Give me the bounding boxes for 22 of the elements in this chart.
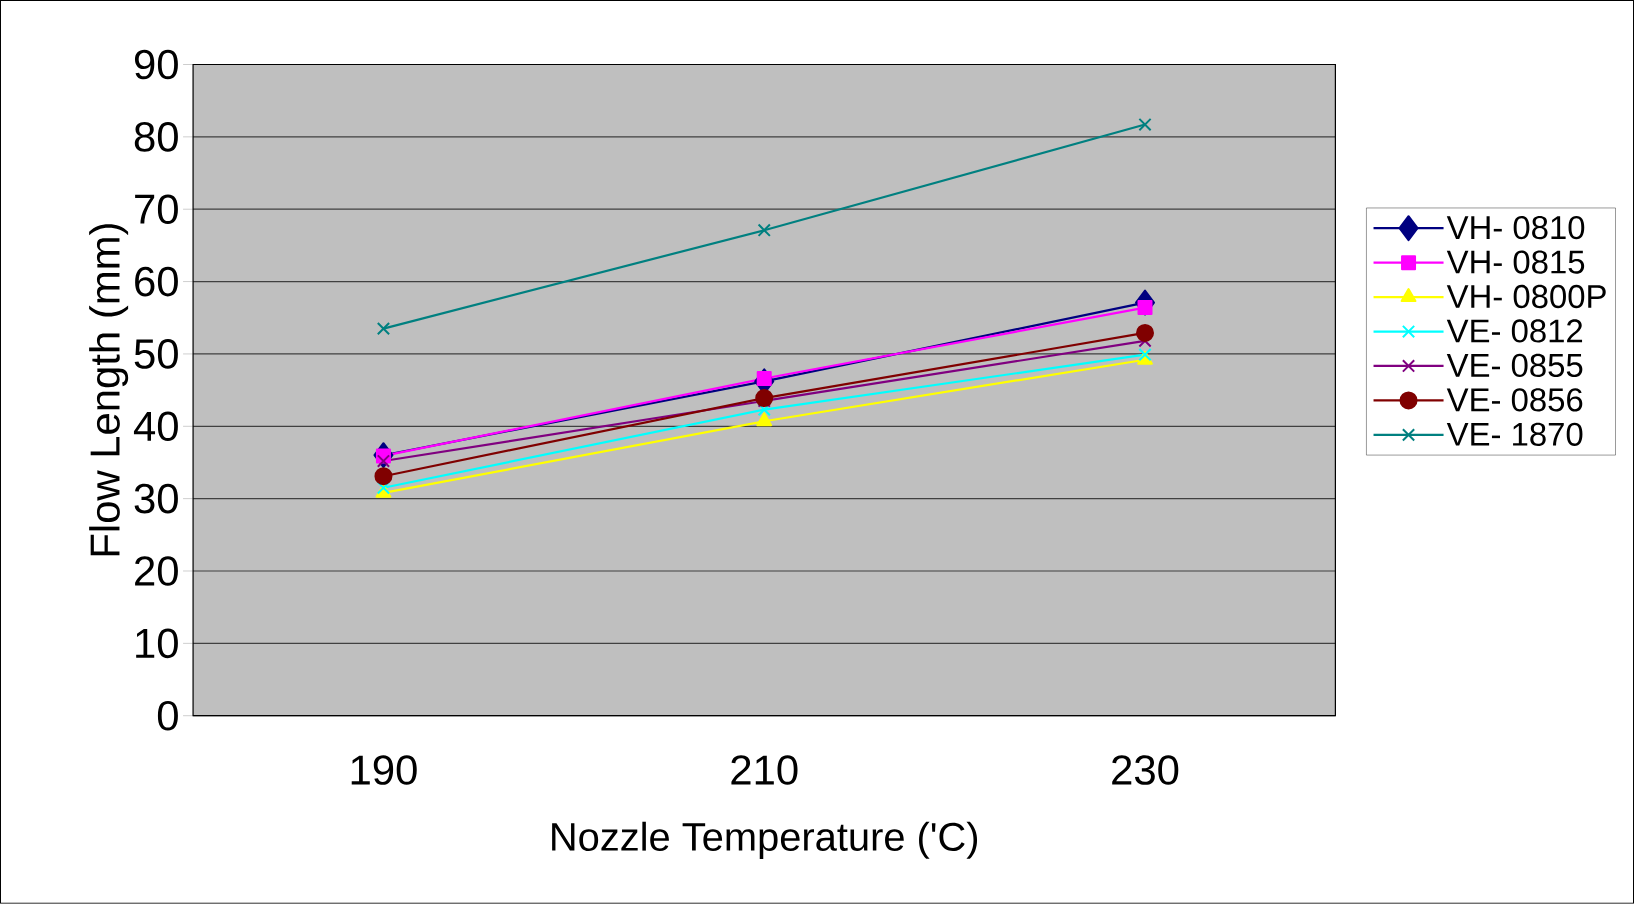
y-tick-label: 60 <box>135 266 178 297</box>
x-axis-title: Nozzle Temperature ('C) <box>552 821 978 859</box>
y-tick-label: 20 <box>135 556 178 586</box>
legend-label: VE- 0855 <box>1446 353 1583 378</box>
x-tick-label: 190 <box>351 755 417 785</box>
y-tick-label: 40 <box>133 411 178 442</box>
x-tick-label: 210 <box>731 755 798 785</box>
y-axis-title: Flow Length (mm) <box>89 224 129 556</box>
x-tick-label: 230 <box>1112 755 1179 785</box>
legend-label: VE- 0856 <box>1446 388 1583 412</box>
legend-label: VH- 0800P <box>1446 284 1606 309</box>
legend-label: VE- 0812 <box>1446 319 1583 343</box>
legend-label: VE- 1870 <box>1446 422 1583 447</box>
y-tick-label: 30 <box>134 483 178 514</box>
y-tick-label: 50 <box>134 339 178 369</box>
y-tick-label: 80 <box>134 122 178 152</box>
y-tick-label: 90 <box>134 49 178 80</box>
y-tick-label: 10 <box>136 628 178 659</box>
legend-label: VH- 0815 <box>1446 250 1585 274</box>
y-tick-label: 0 <box>157 701 178 731</box>
legend-label: VH- 0810 <box>1446 216 1585 240</box>
y-tick-label: 70 <box>135 194 178 225</box>
